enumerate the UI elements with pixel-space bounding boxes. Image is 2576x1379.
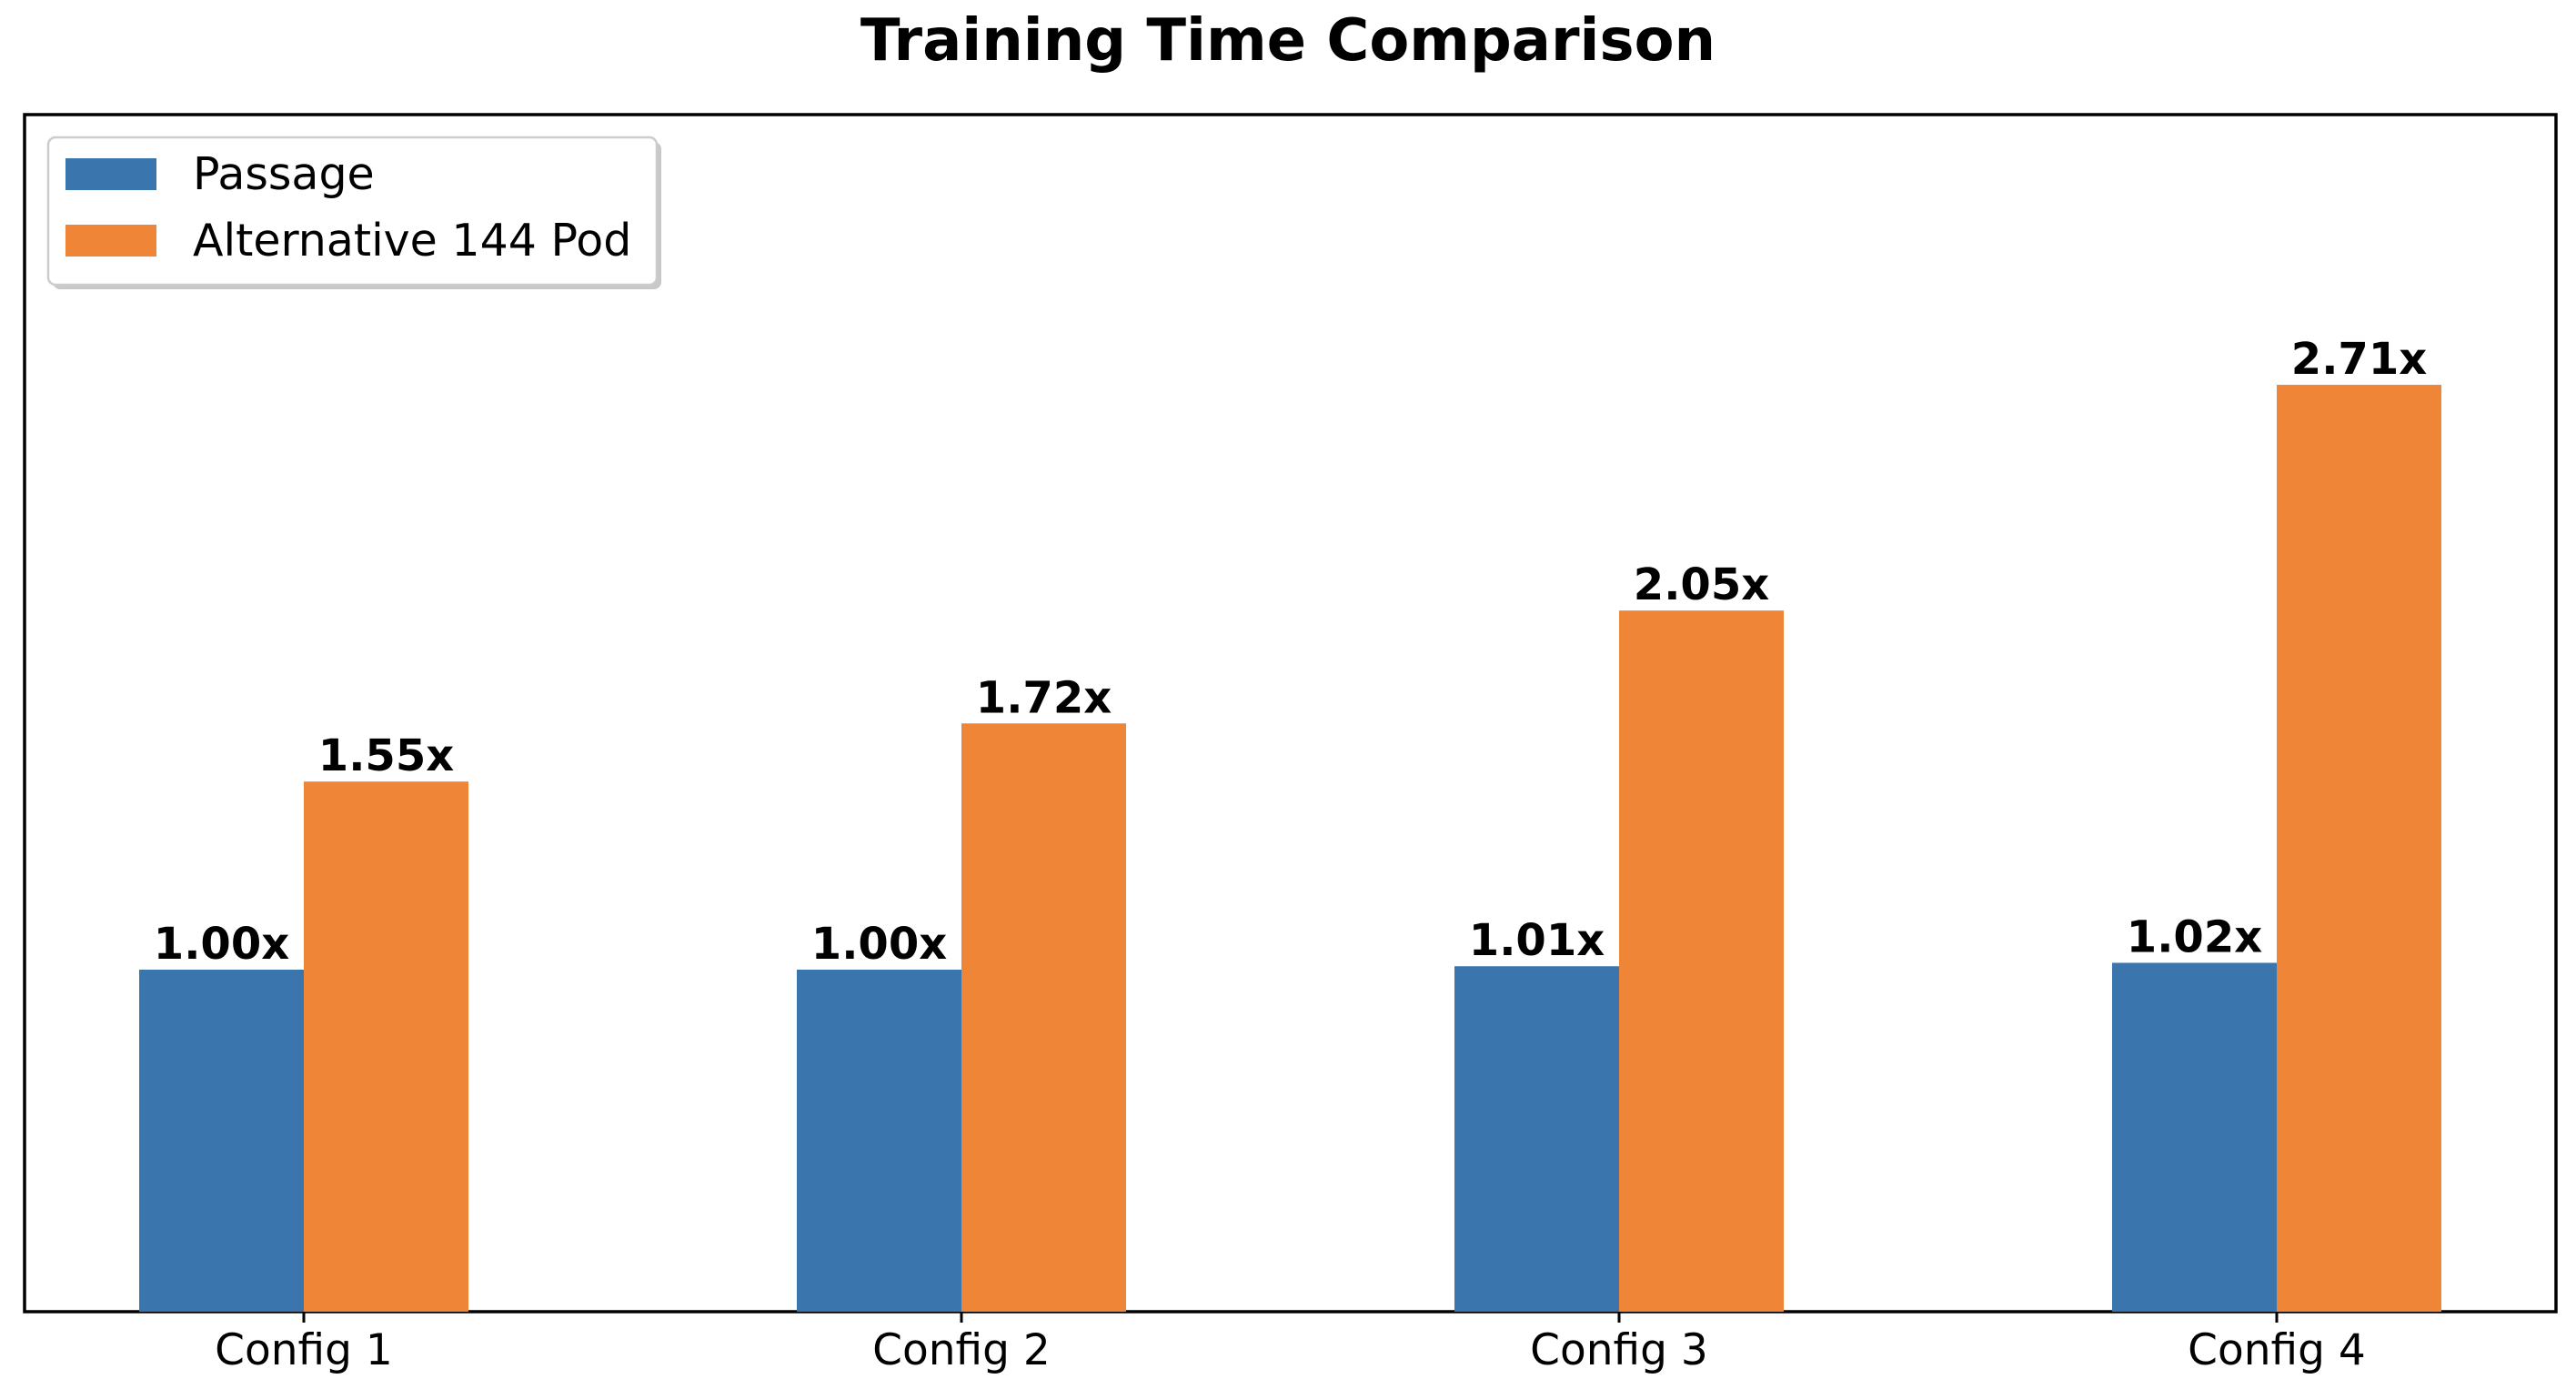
bar-passage-config-4 [2112,962,2277,1312]
legend-swatch-passage [65,158,156,190]
legend-label-passage: Passage [193,148,375,200]
x-tick-label-config-2: Config 2 [872,1325,1051,1375]
data-label-alternative-144-pod-config-2: 1.72x [976,672,1112,723]
data-label-passage-config-3: 1.01x [1469,915,1605,966]
data-label-passage-config-4: 1.02x [2127,911,2262,962]
x-tick-label-config-4: Config 4 [2188,1325,2366,1375]
bar-alternative-144-pod-config-4 [2277,385,2441,1312]
x-axis: Config 1 Config 2 Config 3 Config 4 [215,1312,2366,1375]
plot-frame [23,113,2558,1314]
x-tick-label-config-1: Config 1 [215,1325,393,1375]
bar-passage-config-3 [1454,966,1619,1312]
bar-alternative-144-pod-config-1 [304,781,468,1312]
data-label-passage-config-1: 1.00x [154,919,289,970]
bars [139,385,2441,1312]
data-label-alternative-144-pod-config-4: 2.71x [2291,334,2427,385]
legend: Passage Alternative 144 Pod [46,136,661,289]
data-labels: 1.00x 1.55x 1.00x 1.72x 1.01x 2.05x 1.02x 2.71x [154,334,2427,970]
bar-passage-config-2 [797,970,961,1312]
data-label-alternative-144-pod-config-1: 1.55x [318,730,454,781]
data-label-passage-config-2: 1.00x [811,919,947,970]
bar-alternative-144-pod-config-2 [961,723,1126,1312]
bar-passage-config-1 [139,970,304,1312]
legend-swatch-alternative-144-pod [65,225,156,257]
chart-title: Training Time Comparison [860,7,1716,75]
legend-box [46,136,659,287]
x-tick-label-config-3: Config 3 [1530,1325,1708,1375]
data-label-alternative-144-pod-config-3: 2.05x [1634,559,1769,610]
legend-label-alternative-144-pod: Alternative 144 Pod [193,215,631,267]
bar-alternative-144-pod-config-3 [1619,610,1784,1312]
